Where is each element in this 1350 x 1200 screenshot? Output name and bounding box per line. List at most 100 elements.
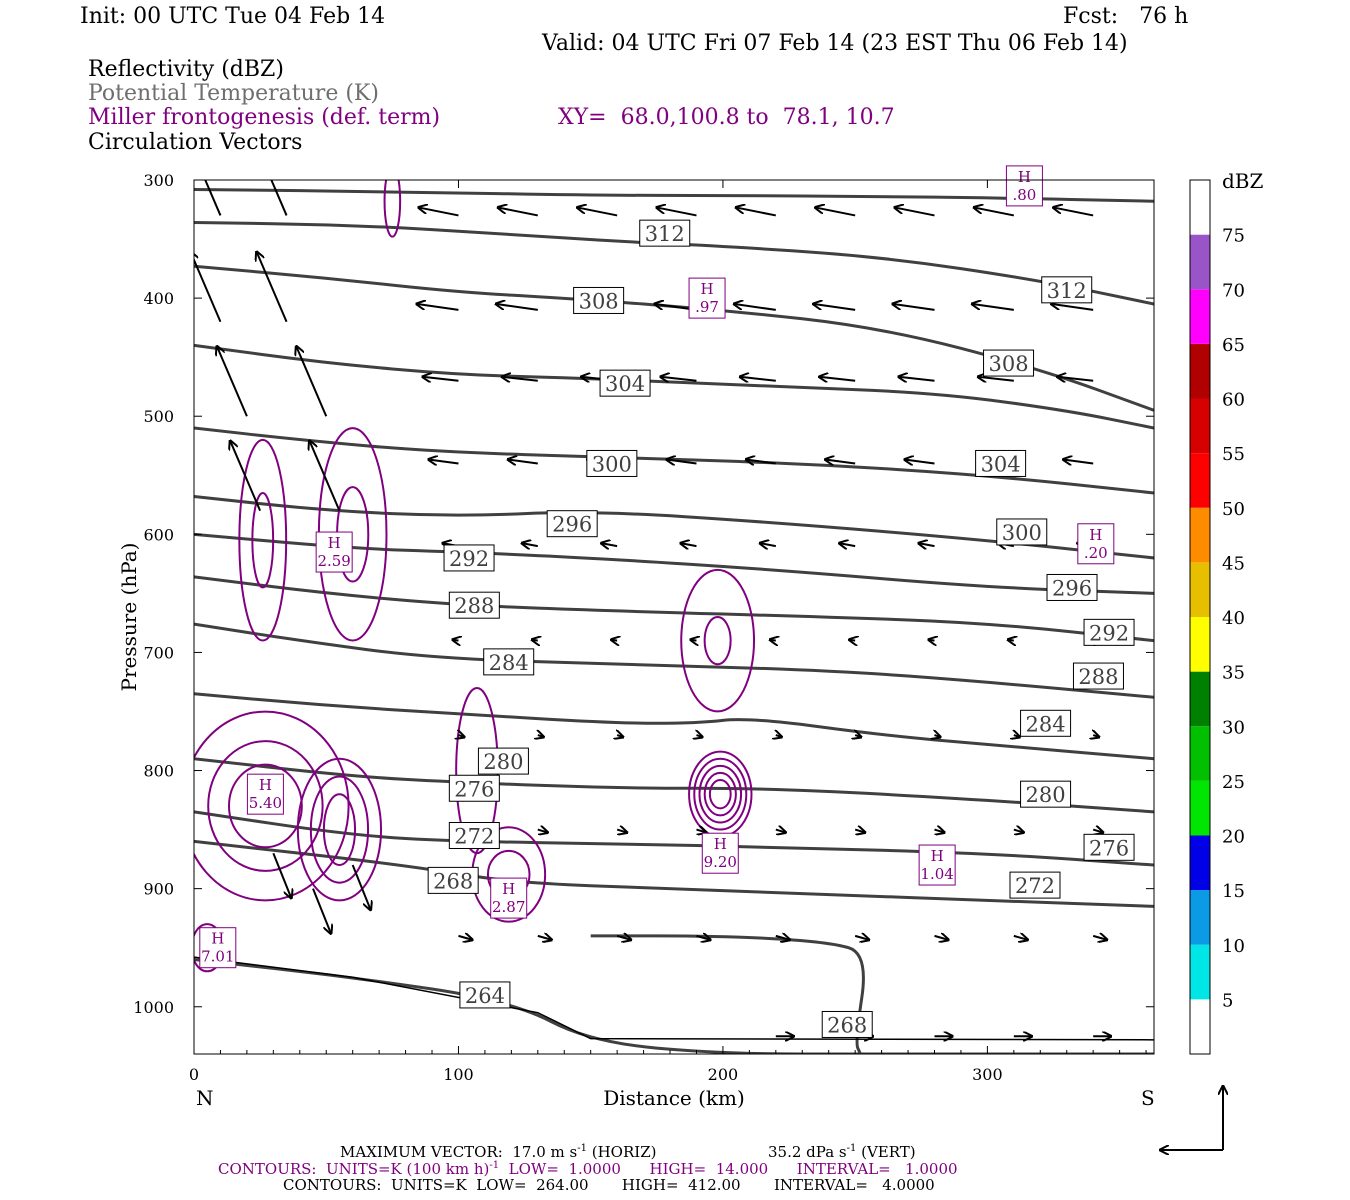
contour-label-box: [1020, 709, 1072, 737]
contour-label: 308: [988, 352, 1028, 376]
vector-arrow: [601, 543, 618, 546]
contour-label: 288: [454, 594, 494, 618]
vector-arrow: [217, 346, 248, 417]
vector-arrow: [855, 735, 861, 737]
x-left-end-label: N: [196, 1086, 214, 1110]
theta-contour-272: [194, 810, 1154, 867]
contour-label: 304: [605, 372, 645, 396]
plot-frame: [193, 179, 1155, 1055]
vector-arrow: [422, 377, 459, 381]
terrain-line: [194, 956, 1154, 1041]
contour-label-box: [996, 518, 1048, 546]
theta-contour-312: [194, 187, 1154, 203]
vector-arrow: [894, 207, 935, 217]
theta-contour-264: [194, 958, 1154, 1054]
fronto-max-box: [199, 927, 237, 969]
circulation-vectors: [194, 180, 1111, 1036]
fronto-max-box: [1077, 523, 1115, 565]
contour-label-box: [477, 747, 529, 775]
x-tick-label: 100: [443, 1065, 474, 1084]
vector-arrow: [611, 640, 617, 641]
contour-label: 280: [1026, 783, 1066, 807]
colorbar-level-label: 25: [1222, 772, 1245, 793]
theta-contour-284: [194, 622, 1154, 699]
fronto-max-value: 2.59: [317, 552, 350, 570]
vector-arrow: [1014, 735, 1020, 737]
colorbar-level-label: 75: [1222, 226, 1245, 247]
colorbar-unit: dBZ: [1222, 169, 1264, 193]
vector-arrow: [854, 830, 865, 833]
vector-arrow: [825, 459, 856, 463]
contour-label: 300: [592, 452, 632, 476]
colorbar-frame: [1189, 179, 1211, 1055]
vector-arrow: [934, 735, 940, 737]
field-reflectivity-label: Reflectivity (dBZ): [88, 57, 284, 82]
contour-label: 296: [1052, 576, 1092, 600]
vector-arrow: [736, 207, 777, 217]
x-tick-label: 0: [189, 1065, 199, 1084]
vector-arrow: [428, 459, 459, 463]
frontogenesis-contour: [703, 616, 732, 666]
contour-labels: 312 312 308 308 304 304 300 300 296 296 292 292 288 2…: [427, 219, 1135, 1038]
colorbar-level-label: 30: [1222, 717, 1245, 738]
contour-label: 276: [1089, 836, 1129, 860]
vector-arrow: [819, 377, 856, 381]
theta-contour-276: [194, 757, 1154, 814]
vector-arrow: [418, 207, 459, 217]
contour-label-box: [639, 219, 691, 247]
vector-arrow: [934, 936, 948, 940]
contour-label-box: [1020, 780, 1072, 808]
contour-label-box: [599, 369, 651, 397]
colorbar-swatch: [1190, 507, 1210, 563]
x-tick-label: 200: [708, 1065, 739, 1084]
frontogenesis-contour: [680, 568, 756, 713]
vector-arrow: [690, 640, 696, 641]
frontogenesis-contour: [708, 779, 732, 810]
contour-label: 284: [1026, 712, 1066, 736]
vector-arrow: [458, 936, 472, 940]
contour-label-box: [1083, 618, 1135, 646]
frontogenesis-contour: [228, 763, 303, 849]
field-vectors-label: Circulation Vectors: [88, 130, 303, 155]
contour-label-box: [983, 349, 1035, 377]
vector-arrow: [776, 735, 782, 737]
frontogenesis-contour: [693, 757, 748, 831]
vector-arrow: [1063, 459, 1094, 463]
vector-arrow: [660, 377, 697, 381]
y-tick-label: 300: [143, 171, 174, 190]
vector-scale-icon: [1160, 1086, 1223, 1150]
colorbar-swatch: [1190, 671, 1210, 727]
colorbar-swatch: [1190, 999, 1210, 1054]
vector-arrow: [452, 640, 458, 641]
theta-contour-288: [194, 575, 1154, 643]
fronto-max-h: H: [259, 776, 272, 794]
fronto-max-value: 5.40: [249, 794, 282, 812]
contour-label-box: [573, 286, 625, 314]
vector-arrow: [775, 936, 790, 940]
y-tick-label: 400: [143, 289, 174, 308]
x-right-end-label: S: [1141, 1086, 1155, 1110]
field-theta-label: Potential Temperature (K): [88, 81, 379, 106]
vector-arrow: [1093, 735, 1099, 737]
contour-label-box: [1041, 276, 1093, 304]
fronto-max-h: H: [211, 930, 224, 948]
frontogenesis-contour: [383, 180, 402, 238]
vector-arrow: [309, 441, 341, 512]
contour-label: 284: [489, 651, 529, 675]
contour-label: 276: [454, 777, 494, 801]
axes: 300 400 500 600 700 800 900 1000 0 100 200 300: [133, 171, 1154, 1084]
fronto-max-value: 2.87: [492, 898, 525, 916]
vector-arrow: [230, 441, 262, 512]
vector-arrow: [1053, 207, 1094, 217]
contour-label: 272: [1015, 874, 1055, 898]
vector-arrow: [928, 640, 934, 641]
valid-time: Valid: 04 UTC Fri 07 Feb 14 (23 EST Thu …: [542, 31, 1128, 56]
theta-contour-268: [194, 839, 1154, 908]
vector-arrow: [1092, 936, 1107, 940]
frontogenesis-contour-info: CONTOURS: UNITS=K (100 km h)-1 LOW= 1.00…: [218, 1160, 958, 1178]
contour-label: 308: [579, 289, 619, 313]
vector-arrow: [775, 830, 786, 833]
contour-label-box: [448, 822, 500, 849]
vector-arrow: [760, 543, 777, 546]
contour-label: 268: [827, 1013, 867, 1037]
